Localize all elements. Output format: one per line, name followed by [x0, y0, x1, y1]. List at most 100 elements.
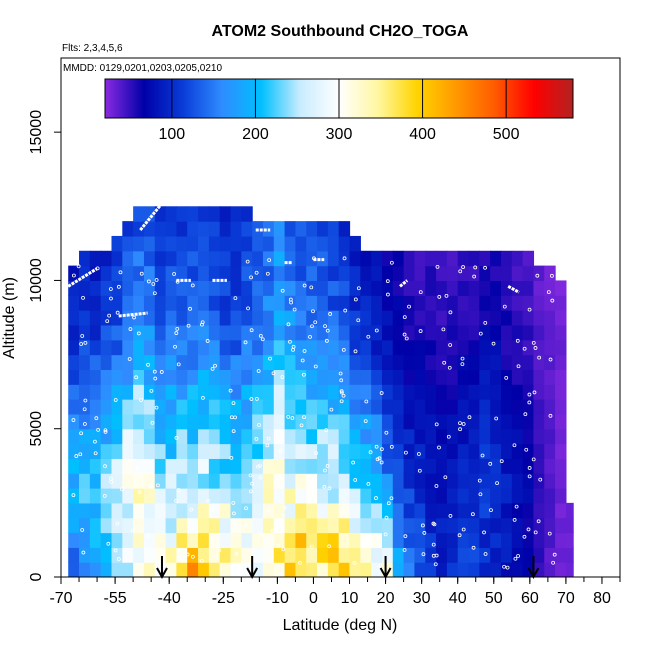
heatmap-cell	[403, 413, 416, 430]
observation-point	[265, 443, 270, 448]
heatmap-cell	[555, 458, 567, 474]
observation-point	[137, 490, 142, 495]
heatmap-cell	[143, 413, 156, 430]
observation-point	[132, 315, 136, 320]
heatmap-cell	[154, 206, 167, 222]
heatmap-cell	[414, 339, 426, 356]
heatmap-cell	[273, 532, 286, 548]
heatmap-cell	[284, 324, 297, 341]
heatmap-cell	[187, 517, 199, 534]
heatmap-cell	[457, 265, 470, 282]
heatmap-cell	[522, 265, 535, 282]
heatmap-cell	[555, 532, 567, 548]
heatmap-cell	[154, 384, 167, 400]
heatmap-cell	[122, 265, 134, 282]
observation-point	[214, 555, 218, 559]
heatmap-cell	[392, 532, 405, 548]
observation-point	[159, 370, 164, 374]
observation-point	[173, 344, 177, 349]
observation-point	[417, 468, 422, 473]
heatmap-cell	[468, 324, 480, 341]
heatmap-cell	[511, 413, 524, 430]
heatmap-cell	[176, 206, 188, 222]
heatmap-cell	[446, 324, 459, 341]
heatmap-cell	[143, 399, 156, 415]
heatmap-cell	[100, 310, 113, 326]
heatmap-cell	[522, 250, 535, 267]
heatmap-cell	[544, 547, 556, 563]
heatmap-cell	[176, 384, 188, 400]
heatmap-cell	[198, 369, 210, 385]
heatmap-cell	[252, 280, 264, 296]
observation-point	[516, 554, 521, 558]
heatmap-cell	[306, 443, 318, 459]
heatmap-cell	[436, 324, 448, 341]
observation-point	[352, 560, 357, 565]
heatmap-cell	[533, 280, 545, 296]
heatmap-cell	[371, 443, 383, 459]
observation-point	[313, 364, 318, 369]
heatmap-cell	[68, 443, 80, 459]
heatmap-cell	[381, 369, 394, 385]
heatmap-cell	[133, 547, 145, 563]
heatmap-cell	[143, 443, 156, 459]
observation-point	[139, 398, 143, 402]
heatmap-cell	[555, 384, 567, 400]
observation-point	[546, 290, 551, 295]
heatmap-cell	[500, 324, 513, 341]
heatmap-cell	[479, 532, 491, 548]
heatmap-cell	[262, 265, 275, 282]
heatmap-cell	[273, 399, 286, 415]
heatmap-cell	[522, 443, 535, 459]
heatmap-cell	[262, 562, 275, 577]
observation-point	[495, 481, 499, 486]
heatmap-cell	[133, 324, 145, 341]
observation-point	[243, 340, 248, 345]
observation-point	[249, 275, 253, 280]
heatmap-cell	[122, 280, 134, 296]
heatmap-cell	[273, 488, 286, 504]
heatmap-cell	[500, 532, 513, 548]
heatmap-cell	[338, 369, 351, 385]
heatmap-cell	[165, 310, 178, 326]
observation-point	[327, 544, 332, 549]
heatmap-cell	[360, 458, 372, 474]
heatmap-cell	[187, 206, 199, 222]
heatmap-cell	[371, 265, 383, 282]
heatmap-cell	[143, 532, 156, 548]
observation-point	[324, 428, 329, 432]
heatmap-cell	[68, 369, 80, 385]
observation-point	[483, 265, 487, 270]
heatmap-cell	[544, 532, 556, 548]
observation-point	[404, 336, 409, 341]
heatmap-cell	[154, 399, 167, 415]
observation-point	[384, 515, 389, 520]
heatmap-cell	[154, 221, 167, 237]
observation-point	[280, 375, 285, 379]
heatmap-cell	[327, 473, 340, 489]
heatmap-cell	[338, 339, 351, 356]
heatmap-cell	[219, 250, 232, 267]
heatmap-cell	[381, 532, 394, 548]
heatmap-cell	[219, 384, 232, 400]
observation-point	[217, 548, 222, 553]
heatmap-cell	[252, 369, 264, 385]
heatmap-cell	[176, 265, 188, 282]
heatmap-cell	[414, 354, 426, 370]
observation-point	[155, 483, 160, 488]
heatmap-cell	[143, 339, 156, 356]
heatmap-cell	[327, 502, 340, 519]
heatmap-cell	[165, 547, 178, 563]
heatmap-cell	[284, 280, 297, 296]
heatmap-cell	[381, 428, 394, 445]
heatmap-cell	[403, 547, 416, 563]
heatmap-cell	[273, 250, 286, 267]
heatmap-cell	[360, 473, 372, 489]
heatmap-cell	[143, 250, 156, 267]
flights-label: Flts: 2,3,4,5,6	[62, 43, 123, 54]
heatmap-cell	[68, 547, 80, 563]
heatmap-cell	[68, 295, 80, 311]
observation-point	[327, 486, 332, 491]
heatmap-cell	[500, 310, 513, 326]
heatmap-cell	[544, 310, 556, 326]
